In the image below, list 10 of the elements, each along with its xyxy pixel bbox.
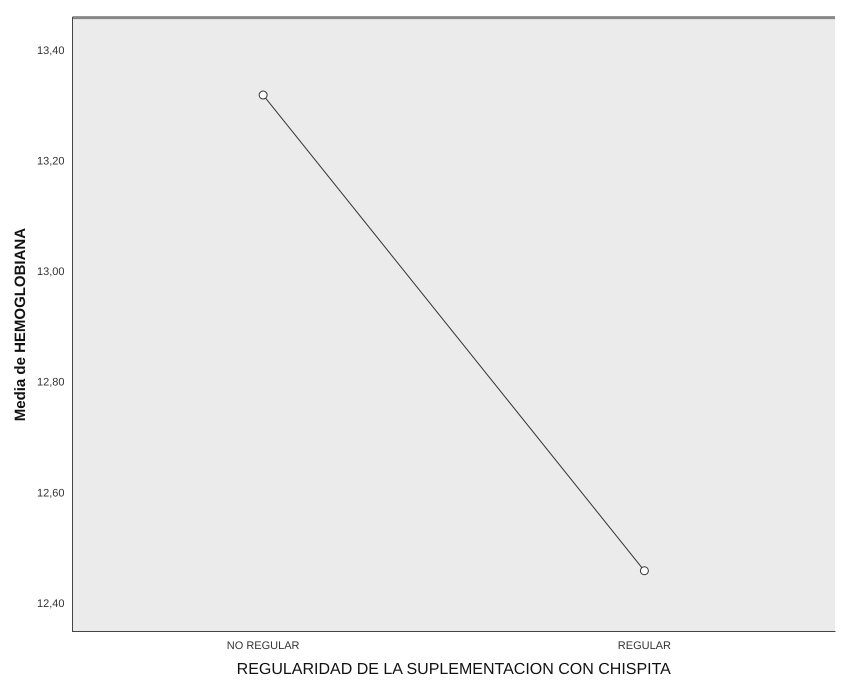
x-tick-label: NO REGULAR xyxy=(226,640,300,652)
x-axis-title: REGULARIDAD DE LA SUPLEMENTACION CON CHISPITA xyxy=(236,660,672,678)
y-tick-label: 13,40 xyxy=(36,44,65,57)
y-tick-label: 12,60 xyxy=(36,487,65,500)
y-tick-label: 13,20 xyxy=(36,155,65,168)
y-tick-label: 12,40 xyxy=(36,598,65,610)
y-axis-title: Media de HEMOGLOBIANA xyxy=(12,228,30,422)
x-tick-label: REGULAR xyxy=(618,640,672,652)
y-tick-label: 12,80 xyxy=(36,376,65,389)
y-tick-label: 13,00 xyxy=(36,266,65,278)
